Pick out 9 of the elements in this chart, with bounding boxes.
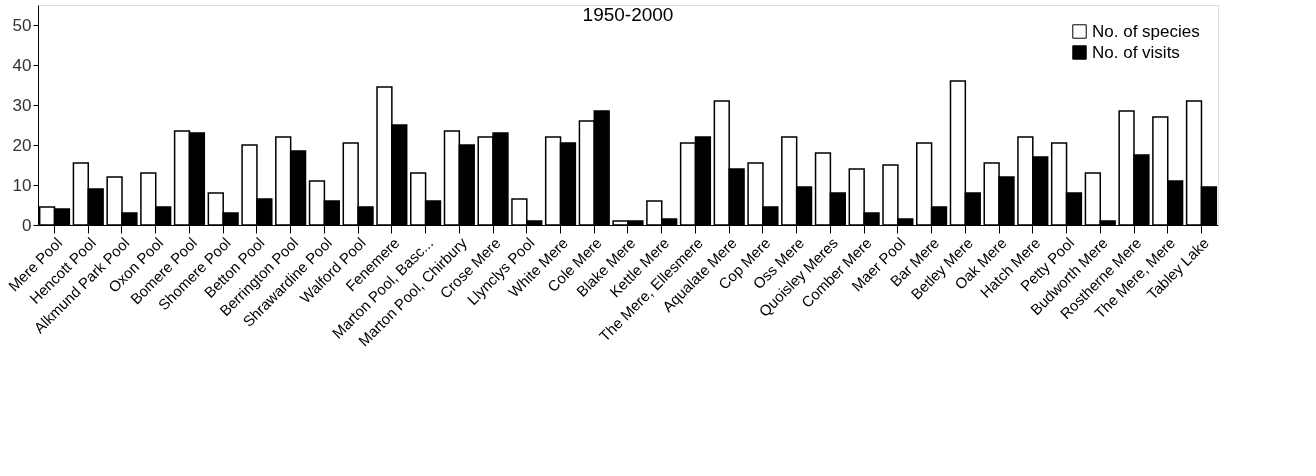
legend-label: No. of visits [1092, 42, 1180, 62]
legend-label: No. of species [1092, 21, 1200, 41]
y-tick-label: 40 [12, 55, 32, 75]
y-tick-label: 50 [12, 15, 32, 35]
y-tick-label: 20 [12, 135, 32, 155]
y-tick-label: 0 [22, 215, 32, 235]
y-tick-label: 10 [12, 175, 32, 195]
y-tick-label: 30 [12, 95, 32, 115]
chart-title: 1950-2000 [582, 4, 674, 25]
